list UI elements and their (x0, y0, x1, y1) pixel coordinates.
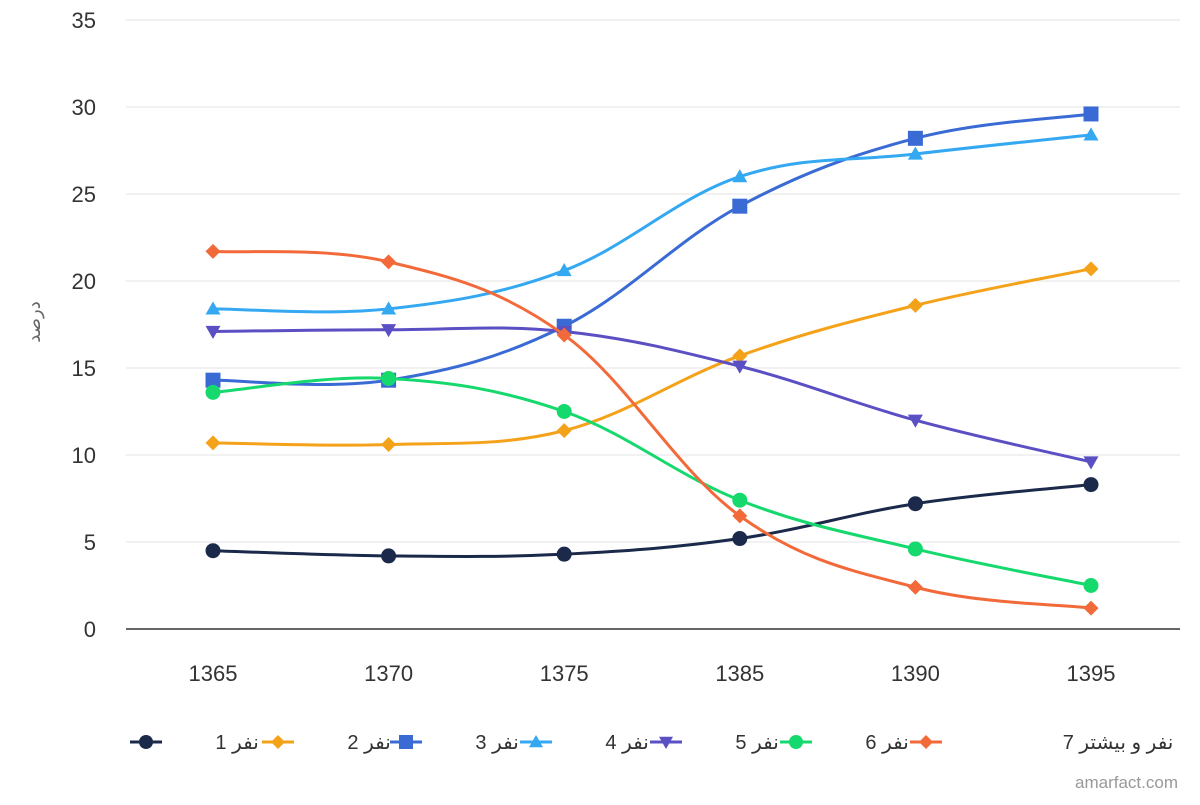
grid (126, 19, 1180, 543)
legend-item[interactable]: نفر 3 (390, 732, 519, 754)
legend-marker (919, 735, 933, 749)
data-point (1083, 456, 1099, 470)
series-line (212, 483, 1092, 558)
legend-label: نفر 6 (865, 732, 908, 754)
data-point (205, 325, 221, 339)
y-tick-label: 10 (72, 443, 96, 468)
data-point (732, 198, 748, 214)
data-point (556, 404, 572, 419)
y-tick-label: 35 (72, 8, 96, 33)
legend-label: نفر 1 (215, 732, 258, 754)
legend-marker (271, 735, 285, 749)
data-point (1083, 477, 1099, 493)
data-point (381, 301, 397, 315)
legend-label: نفر 4 (605, 732, 648, 754)
data-point (1083, 127, 1099, 141)
data-point (907, 496, 923, 512)
legend-label: نفر 5 (735, 732, 778, 754)
series-line (212, 112, 1092, 386)
y-axis: 0 5 10 15 20 25 30 35 (72, 8, 1180, 642)
x-tick-label: 1365 (189, 661, 238, 686)
y-tick-label: 20 (72, 269, 96, 294)
series-line (212, 326, 1092, 464)
data-point (732, 348, 748, 364)
series-line (212, 267, 1092, 447)
data-point (732, 508, 748, 524)
data-point (907, 146, 923, 160)
series-1 (205, 477, 1099, 564)
data-point (381, 548, 397, 564)
x-tick-label: 1390 (891, 661, 940, 686)
data-point (907, 130, 923, 146)
legend-item[interactable]: نفر و بیشتر 7 (910, 732, 1173, 754)
x-axis: 1365 1370 1375 1385 1390 1395 (189, 661, 1116, 686)
series-line (212, 376, 1092, 587)
y-tick-label: 5 (84, 530, 96, 555)
legend-marker (529, 735, 543, 748)
series-group (205, 106, 1099, 616)
data-point (556, 423, 572, 439)
data-point (556, 546, 572, 562)
data-point (205, 543, 221, 559)
legend-marker (399, 735, 413, 749)
data-point (205, 243, 221, 259)
x-tick-label: 1395 (1067, 661, 1116, 686)
data-point (205, 435, 221, 451)
series-2 (205, 261, 1099, 453)
data-point (1083, 106, 1099, 122)
x-tick-label: 1370 (364, 661, 413, 686)
data-point (381, 437, 397, 453)
data-point (1083, 578, 1099, 593)
data-point (732, 360, 748, 374)
legend-marker (139, 735, 153, 749)
series-4 (205, 127, 1099, 315)
data-point (205, 301, 221, 315)
series-7 (205, 243, 1099, 616)
series-6 (205, 370, 1099, 593)
data-point (381, 254, 397, 270)
credit-text: amarfact.com (1075, 773, 1178, 792)
legend-item[interactable]: نفر 1 (130, 732, 259, 754)
data-point (556, 263, 572, 277)
legend-marker (789, 735, 803, 749)
data-point (732, 531, 748, 547)
data-point (732, 492, 748, 508)
legend-label: نفر 2 (347, 732, 390, 754)
legend-marker (659, 736, 673, 749)
legend-item[interactable]: نفر 6 (780, 732, 909, 754)
x-tick-label: 1385 (715, 661, 764, 686)
legend-item[interactable]: نفر 4 (520, 732, 649, 754)
data-point (907, 414, 923, 428)
legend-label: نفر و بیشتر 7 (1063, 732, 1174, 754)
series-line (212, 133, 1092, 314)
data-point (907, 297, 923, 313)
y-axis-label: درصد (24, 301, 44, 342)
legend-item[interactable]: نفر 2 (262, 732, 391, 754)
x-tick-label: 1375 (540, 661, 589, 686)
legend-label: نفر 3 (475, 732, 518, 754)
data-point (1083, 261, 1099, 277)
y-tick-label: 30 (72, 95, 96, 120)
data-point (205, 384, 221, 400)
data-point (907, 541, 923, 557)
series-line (212, 249, 1092, 610)
legend-item[interactable]: نفر 5 (650, 732, 779, 754)
data-point (381, 324, 397, 338)
legend: نفر 1 نفر 2 نفر 3 نفر 4 نفر 5 نفر 6 نفر و بیشت… (130, 732, 1173, 754)
data-point (205, 372, 221, 388)
data-point (907, 579, 923, 595)
y-tick-label: 0 (84, 617, 96, 642)
y-tick-label: 25 (72, 182, 96, 207)
y-tick-label: 15 (72, 356, 96, 381)
data-point (556, 327, 572, 343)
data-point (732, 169, 748, 183)
data-point (381, 370, 397, 386)
data-point (1083, 600, 1099, 616)
